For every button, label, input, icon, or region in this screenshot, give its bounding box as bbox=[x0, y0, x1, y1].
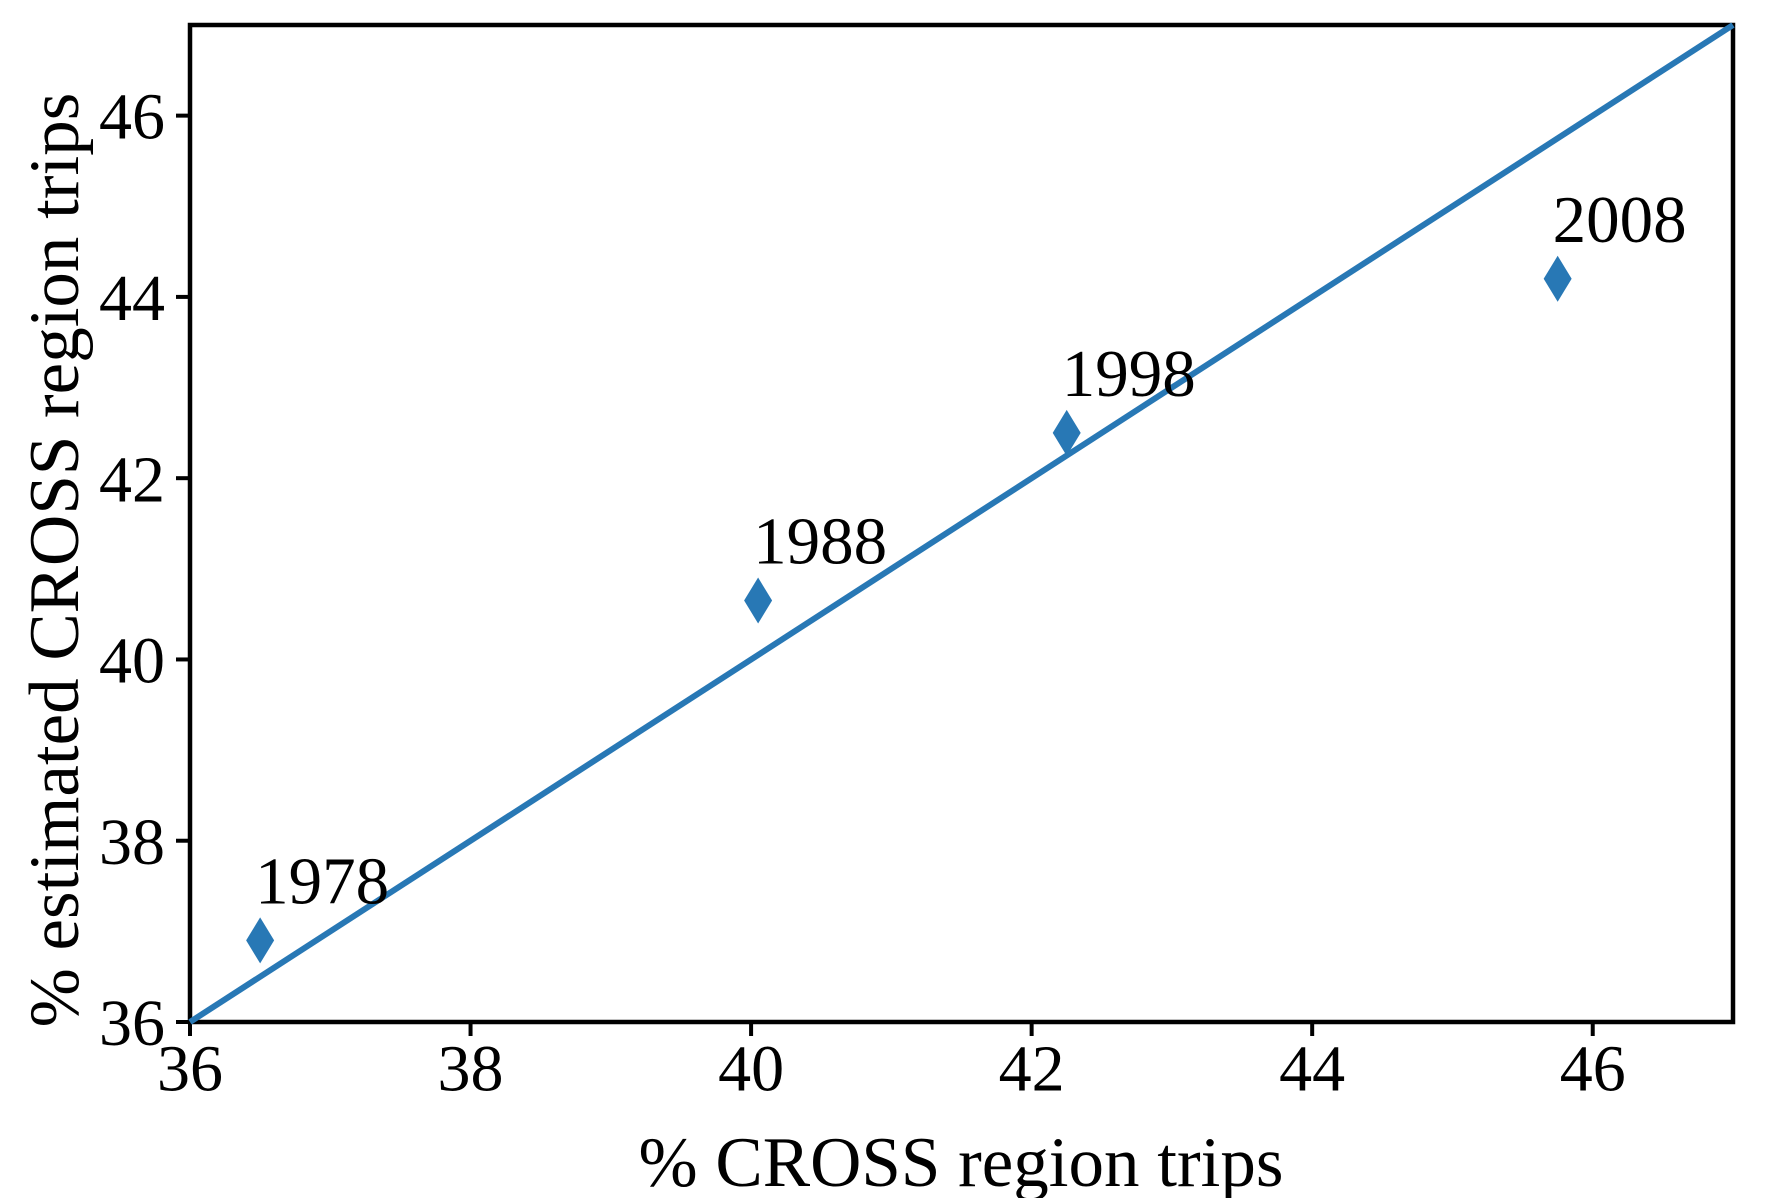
x-tick-label: 40 bbox=[718, 1032, 784, 1105]
data-point-year-label: 1988 bbox=[753, 505, 887, 579]
x-tick-label: 36 bbox=[157, 1032, 223, 1105]
data-point-diamond bbox=[1543, 255, 1572, 302]
axis-tick-labels: 36 38 40 42 44 46 36 38 40 42 44 46 bbox=[99, 81, 1626, 1106]
identity-line bbox=[188, 22, 1735, 1025]
data-point-diamond bbox=[246, 917, 275, 964]
y-tick-label: 36 bbox=[99, 987, 165, 1060]
y-tick-label: 46 bbox=[99, 81, 165, 154]
x-tick-label: 38 bbox=[438, 1032, 504, 1105]
y-tick-label: 42 bbox=[99, 443, 165, 516]
y-tick-label: 38 bbox=[99, 806, 165, 879]
y-axis-label: % estimated CROSS region trips bbox=[16, 93, 94, 1028]
axis-ticks bbox=[176, 113, 1595, 1036]
data-point-labels: 1978 1988 1998 2008 bbox=[255, 183, 1687, 919]
data-point-year-label: 2008 bbox=[1553, 183, 1687, 257]
x-tick-label: 42 bbox=[999, 1032, 1065, 1105]
data-point-diamond bbox=[1052, 409, 1081, 456]
y-tick-label: 40 bbox=[99, 625, 165, 698]
x-tick-label: 44 bbox=[1279, 1032, 1345, 1105]
data-points-group bbox=[246, 255, 1572, 964]
plot-area-border bbox=[187, 22, 1736, 1025]
x-tick-label: 46 bbox=[1560, 1032, 1626, 1105]
data-point-year-label: 1978 bbox=[255, 844, 389, 918]
data-point-diamond bbox=[744, 577, 773, 624]
x-axis-label: % CROSS region trips bbox=[639, 1124, 1284, 1198]
y-tick-label: 44 bbox=[99, 262, 165, 335]
identity-line-group bbox=[188, 22, 1735, 1025]
data-point-year-label: 1998 bbox=[1062, 337, 1196, 411]
